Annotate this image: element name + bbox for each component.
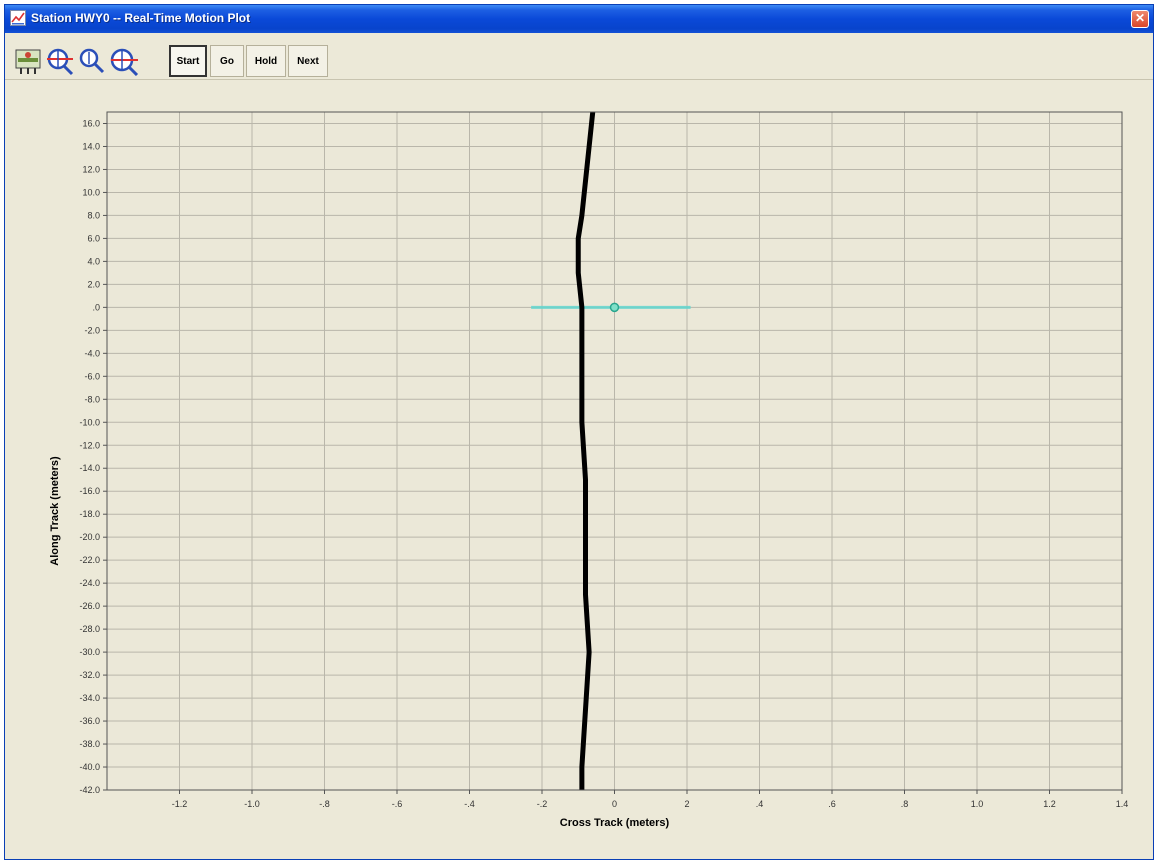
- y-tick-label: -24.0: [79, 578, 100, 588]
- y-tick-label: -10.0: [79, 417, 100, 427]
- zoom-icon[interactable]: [77, 46, 107, 76]
- zoom-in-icon[interactable]: [45, 46, 75, 76]
- y-tick-label: -28.0: [79, 624, 100, 634]
- toolbar: Start Go Hold Next: [5, 33, 1153, 80]
- y-tick-label: -22.0: [79, 555, 100, 565]
- x-tick-label: .4: [756, 799, 764, 809]
- y-tick-label: 16.0: [82, 118, 100, 128]
- close-button[interactable]: ✕: [1131, 10, 1149, 28]
- y-tick-label: -30.0: [79, 647, 100, 657]
- x-tick-label: .8: [901, 799, 909, 809]
- y-tick-label: -40.0: [79, 762, 100, 772]
- x-tick-label: .6: [828, 799, 836, 809]
- app-chart-icon: [10, 10, 26, 26]
- y-tick-label: -8.0: [84, 394, 100, 404]
- next-button[interactable]: Next: [288, 45, 328, 77]
- x-tick-label: -.8: [319, 799, 330, 809]
- title-bar[interactable]: Station HWY0 -- Real-Time Motion Plot ✕: [5, 5, 1153, 33]
- window-title: Station HWY0 -- Real-Time Motion Plot: [31, 11, 251, 25]
- x-tick-label: 1.2: [1043, 799, 1056, 809]
- y-tick-label: -32.0: [79, 670, 100, 680]
- y-tick-label: 4.0: [87, 256, 100, 266]
- x-tick-label: 1.4: [1116, 799, 1129, 809]
- y-tick-label: -26.0: [79, 601, 100, 611]
- y-tick-label: 10.0: [82, 187, 100, 197]
- y-tick-label: -20.0: [79, 532, 100, 542]
- y-tick-label: 2.0: [87, 279, 100, 289]
- y-tick-label: 14.0: [82, 141, 100, 151]
- y-tick-label: -34.0: [79, 693, 100, 703]
- y-tick-label: -18.0: [79, 509, 100, 519]
- x-tick-label: -.6: [392, 799, 403, 809]
- y-tick-label: 6.0: [87, 233, 100, 243]
- settings-icon[interactable]: [13, 46, 43, 76]
- y-axis-label: Along Track (meters): [49, 456, 61, 566]
- y-tick-label: -36.0: [79, 716, 100, 726]
- plot-frame: [106, 111, 1123, 791]
- y-tick-label: .0: [92, 302, 100, 312]
- x-axis-ticks: -1.2 -1.0 -.8 -.6 -.4 -.2 0 2 .4 .6 .8 1.0 1.2 1.4: [172, 790, 1129, 809]
- x-tick-label: 0: [612, 799, 617, 809]
- y-tick-label: -14.0: [79, 463, 100, 473]
- x-tick-label: 1.0: [971, 799, 984, 809]
- y-tick-label: -12.0: [79, 440, 100, 450]
- y-tick-label: -38.0: [79, 739, 100, 749]
- x-tick-label: -.2: [537, 799, 548, 809]
- track-line: [575, 111, 596, 790]
- y-tick-label: 8.0: [87, 210, 100, 220]
- y-tick-label: -6.0: [84, 371, 100, 381]
- zoom-out-icon[interactable]: [109, 46, 139, 76]
- x-tick-label: 2: [684, 799, 689, 809]
- grid-lines: [107, 112, 1123, 791]
- x-tick-label: -.4: [464, 799, 475, 809]
- hold-button[interactable]: Hold: [246, 45, 286, 77]
- y-tick-label: -16.0: [79, 486, 100, 496]
- start-button[interactable]: Start: [169, 45, 207, 77]
- y-tick-label: -42.0: [79, 785, 100, 795]
- y-tick-label: -2.0: [84, 325, 100, 335]
- x-tick-label: -1.2: [172, 799, 188, 809]
- position-marker: [609, 302, 620, 313]
- y-axis-ticks: 16.0 14.0 12.0 10.0 8.0 6.0 4.0 2.0 .0 -2.0 -4.0 -6…: [79, 118, 107, 795]
- x-tick-label: -1.0: [244, 799, 260, 809]
- x-axis-label: Cross Track (meters): [560, 817, 670, 829]
- y-tick-label: -4.0: [84, 348, 100, 358]
- go-button[interactable]: Go: [210, 45, 244, 77]
- y-tick-label: 12.0: [82, 164, 100, 174]
